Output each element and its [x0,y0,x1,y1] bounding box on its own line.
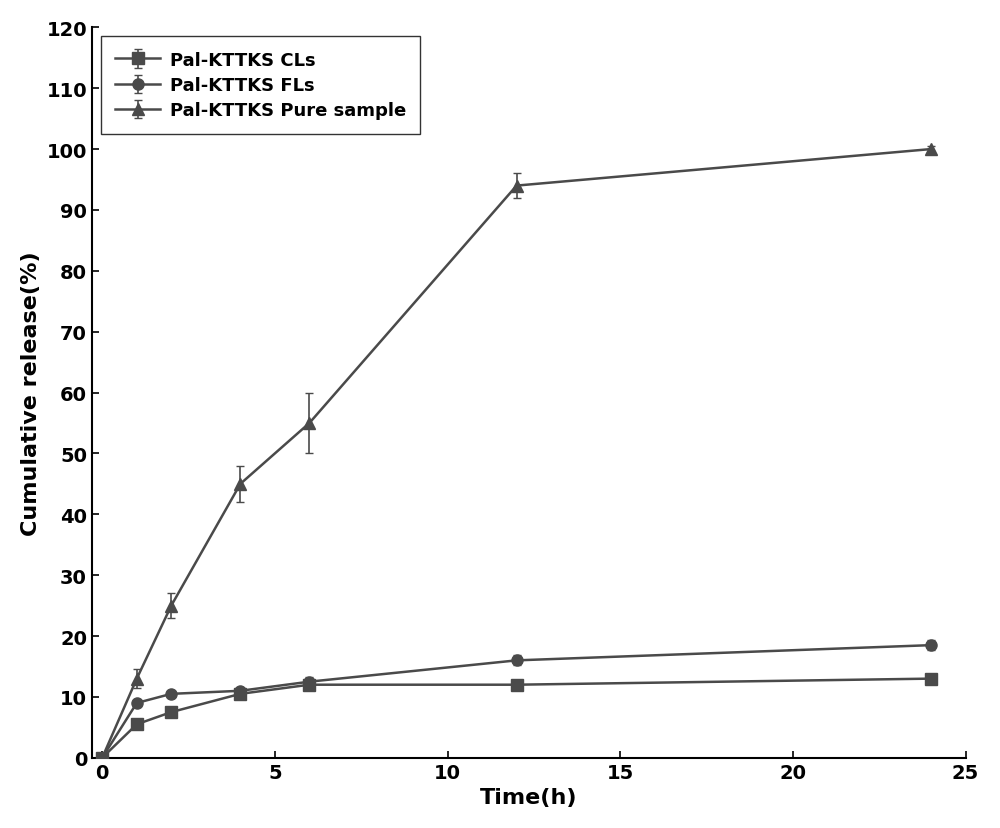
Legend: Pal-KTTKS CLs, Pal-KTTKS FLs, Pal-KTTKS Pure sample: Pal-KTTKS CLs, Pal-KTTKS FLs, Pal-KTTKS … [101,37,420,134]
X-axis label: Time(h): Time(h) [480,787,577,807]
Y-axis label: Cumulative release(%): Cumulative release(%) [21,251,41,535]
